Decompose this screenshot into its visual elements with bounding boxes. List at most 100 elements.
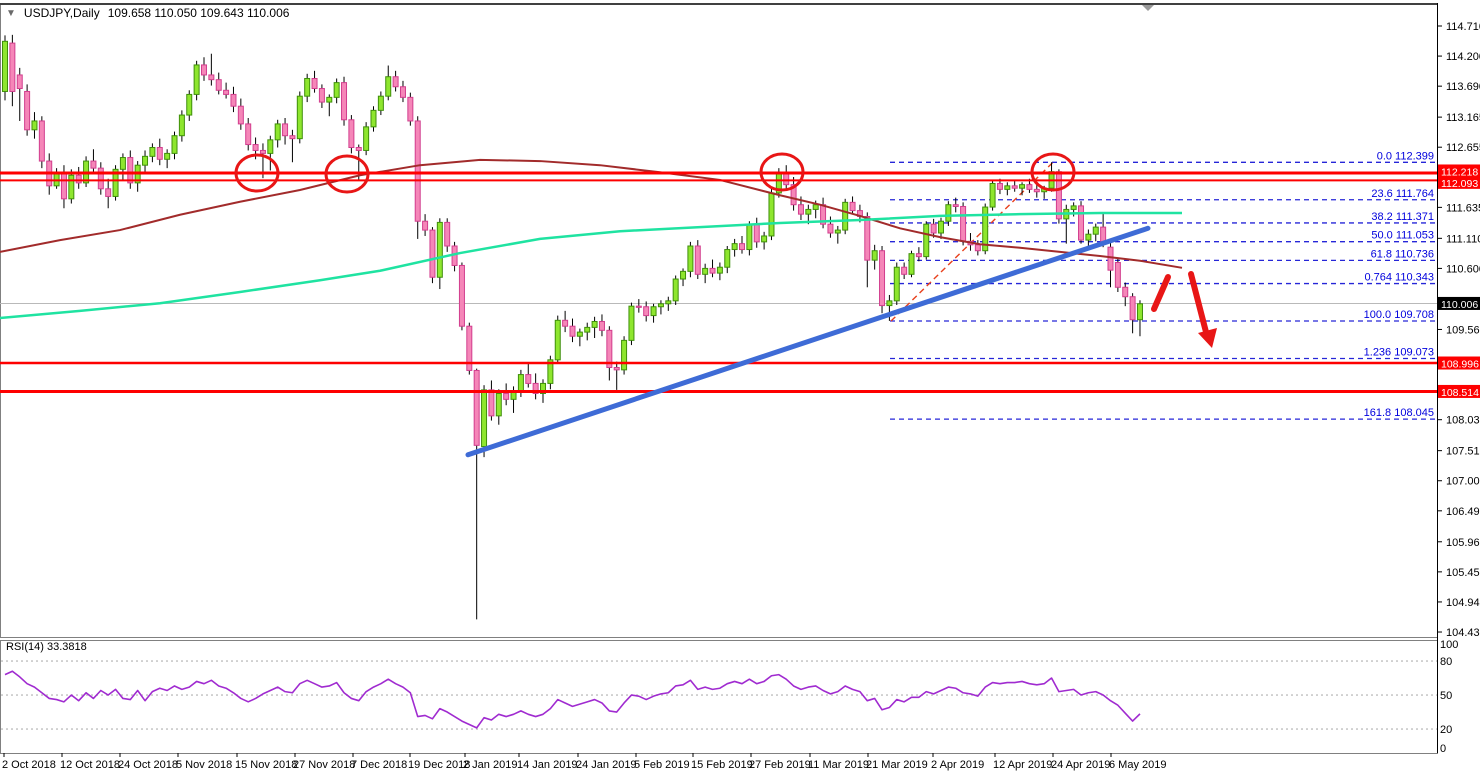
resistance-circle-annotation[interactable] [1030,152,1076,192]
price-axis-label: 110.600 [1446,263,1480,275]
date-axis-label: 24 Oct 2018 [118,759,178,771]
candle-body [1004,185,1011,190]
date-axis-label: 11 Mar 2019 [808,759,869,771]
rsi-pane[interactable] [0,640,1438,754]
candle-body [105,188,112,197]
date-axis-label: 19 Dec 2018 [408,759,470,771]
candle-body [304,77,311,97]
candle-body [709,267,716,274]
price-axis-label: 106.490 [1446,506,1480,518]
candle-body [694,245,701,275]
candle-body [399,86,406,98]
candle-body [1070,205,1077,210]
candle-body [223,89,230,95]
price-badge [1438,175,1480,189]
price-axis-label: 113.690 [1446,81,1480,93]
red-stroke-annotation[interactable] [1151,274,1171,312]
candle-body [886,300,893,307]
resistance-circle-annotation[interactable] [759,152,805,192]
price-axis-label: 107.000 [1446,476,1480,488]
fib-level-label: 23.6 111.764 [1371,188,1434,200]
date-axis-label: 27 Nov 2018 [293,759,355,771]
candle-body [687,245,694,272]
price-badge-value: 110.006 [1441,299,1478,311]
candle-body [724,249,731,268]
candle-body [171,135,178,154]
ascending-trendline[interactable] [465,225,1151,458]
candle-body [503,392,510,400]
date-axis-label: 6 May 2019 [1109,759,1166,771]
candle-body [974,244,981,252]
candle-body [377,95,384,111]
candle-body [392,76,399,88]
date-axis-label: 24 Jan 2019 [576,759,637,771]
candle-body [193,64,200,95]
date-axis-label: 12 Apr 2019 [993,759,1052,771]
date-axis-label: 15 Nov 2018 [235,759,297,771]
candle-body [1026,184,1033,190]
price-badge [1438,296,1480,310]
date-axis-label: 2 Jan 2019 [463,759,517,771]
candle-body [790,184,797,206]
ma-slow-line[interactable] [0,158,1183,269]
candle-body [591,320,598,328]
candle-body [38,120,45,162]
candle-body [311,77,318,90]
candle-body [739,243,745,251]
down-arrow-annotation[interactable] [1188,271,1209,335]
candle-body [200,64,207,76]
date-axis-label: 2 Apr 2019 [931,759,984,771]
candle-body [326,96,333,103]
price-badge-value: 108.996 [1441,359,1479,371]
candle-body [982,206,989,252]
candle-body [923,223,930,258]
scroll-position-marker-icon[interactable] [1142,5,1154,11]
candle-body [657,303,664,308]
candle-body [333,82,340,98]
price-badge [1438,384,1480,398]
candle-body [53,172,60,187]
candle-body [237,105,244,125]
candle-body [554,319,561,361]
price-badge-value: 112.218 [1441,166,1478,178]
candle-body [495,392,502,417]
candle-body [444,221,451,247]
candle-body [569,325,576,337]
candle-body [186,93,193,116]
candle-body [230,93,237,107]
symbol-dropdown-icon[interactable]: ▼ [6,7,16,19]
candle-body [937,220,944,234]
candle-body [60,172,67,200]
candle-body [562,319,569,327]
candle-body [1019,184,1026,189]
candle-body [716,266,723,274]
candle-body [864,216,871,261]
resistance-circle-annotation[interactable] [324,154,370,194]
rsi-line[interactable] [4,670,1141,729]
candle-body [259,149,266,154]
candle-body [606,329,613,368]
candle-body [422,220,429,231]
candle-body [127,157,134,184]
price-pane[interactable] [0,3,1438,638]
candle-body [1092,226,1099,235]
candle-body [532,382,539,394]
down-arrow-head-icon [1198,328,1217,348]
ma-fast-line[interactable] [0,211,1182,320]
candle-body [805,208,812,215]
candle-body [16,74,23,90]
candle-body [945,204,952,222]
price-badge [1438,164,1480,178]
candle-body [481,389,488,448]
date-axis-label: 24 Apr 2019 [1051,759,1110,771]
candle-body [576,331,583,337]
resistance-circle-annotation[interactable] [234,153,280,193]
candle-body [746,223,753,251]
rsi-axis-label: 100 [1440,639,1458,651]
candle-body [672,278,679,302]
candle-body [996,182,1003,190]
candle-body [208,74,215,81]
price-axis-label: 111.635 [1446,202,1480,214]
rsi-axis-label: 80 [1440,656,1452,668]
